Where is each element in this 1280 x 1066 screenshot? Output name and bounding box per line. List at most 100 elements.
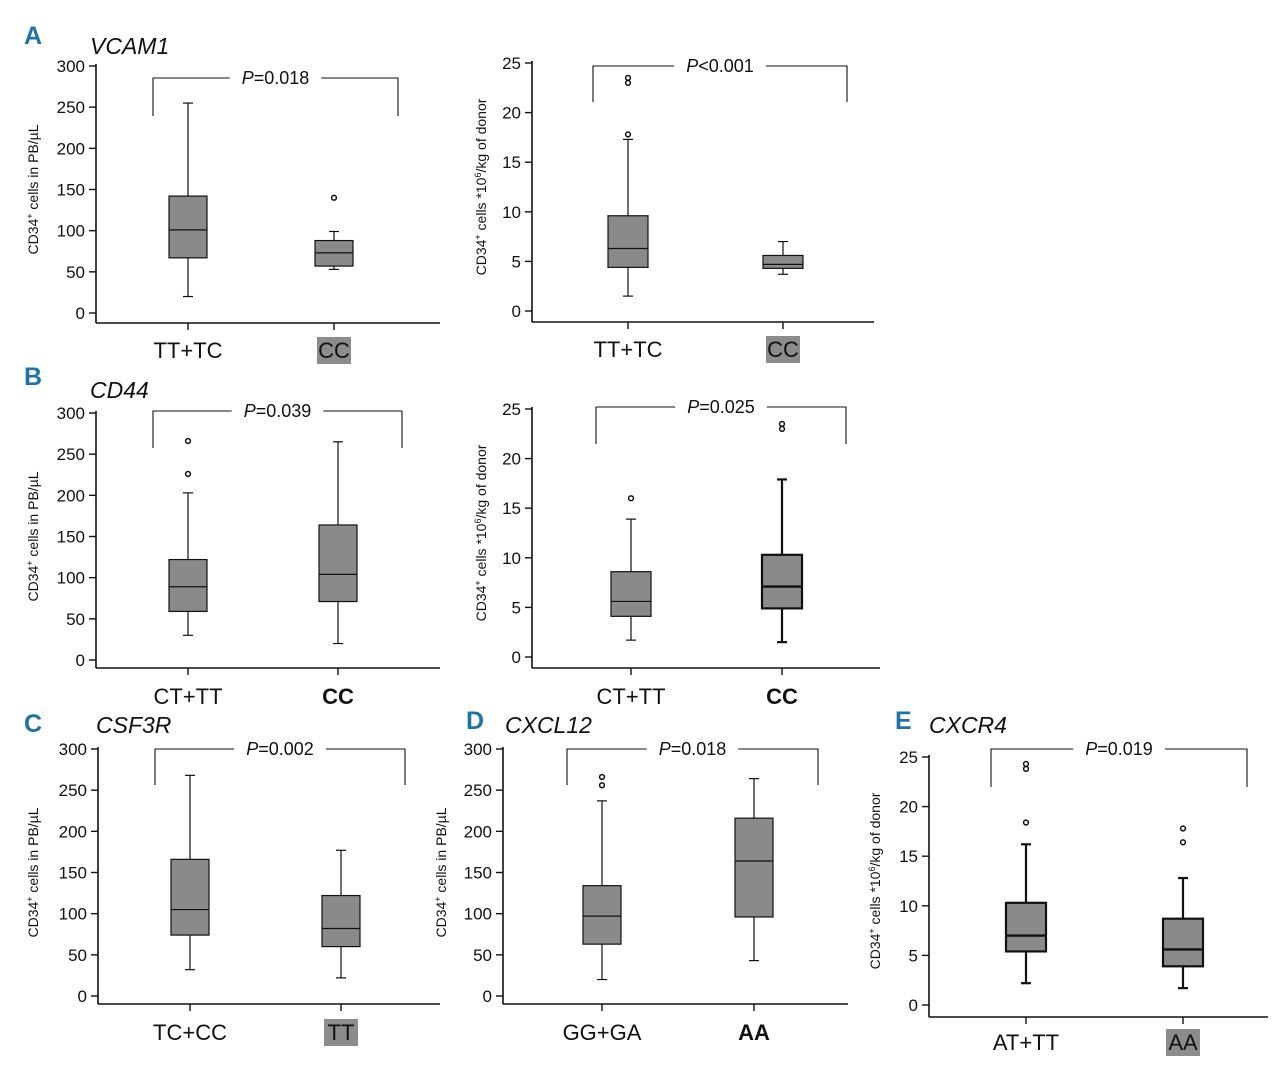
chart-panel-e: E CXCR4 0 5 10 15 20 25 CD34+ cells *106/kg of d… (867, 707, 1268, 1056)
significance-bracket: P=0.018 (566, 739, 819, 785)
y-tick-label: 10 (502, 203, 521, 222)
chart-panel-d: D CXCL12 0 50 100 150 200 250 300 CD34+ cells in … (433, 707, 848, 1045)
y-tick-label: 20 (502, 104, 521, 123)
chart-panel-b1: B CD44 0 50 100 150 200 250 300 CD34+ cells in PB… (24, 363, 440, 709)
gene-label: VCAM1 (90, 33, 169, 59)
category-label: CT+TT (596, 684, 665, 709)
p-value-label: P<0.001 (686, 56, 754, 76)
y-tick-label: 20 (502, 450, 521, 469)
outlier-point (627, 495, 635, 502)
bracket-left (990, 748, 1074, 787)
gene-label: CXCL12 (505, 712, 592, 738)
outlier-point (184, 437, 192, 445)
y-tick-label: 300 (57, 404, 85, 423)
outlier-point (1179, 839, 1187, 846)
box-2: TT (321, 849, 361, 1046)
category-label: CC (318, 338, 350, 363)
box-iqr (734, 817, 774, 918)
category-label: AA (738, 1020, 770, 1045)
y-tick-label: 150 (464, 864, 492, 883)
y-tick-label: 25 (899, 748, 918, 767)
significance-bracket: P=0.002 (154, 739, 406, 785)
y-axis-label: CD34+ cells in PB/µL (25, 124, 41, 254)
bracket-left (152, 410, 232, 448)
category-label: TT+TC (593, 337, 662, 362)
y-axis-label: CD34+ cells *106/kg of donor (867, 792, 883, 969)
category-label: TT+TC (153, 338, 222, 363)
y-tick-label: 10 (502, 549, 521, 568)
outlier-point (778, 425, 786, 432)
category-label: CC (767, 337, 799, 362)
y-tick-label: 100 (57, 569, 85, 588)
box-2: CC (760, 420, 804, 709)
y-tick-label: 200 (57, 486, 85, 505)
box-iqr (610, 571, 652, 617)
significance-bracket: P<0.001 (592, 56, 848, 102)
y-tick-label: 50 (473, 946, 492, 965)
y-tick-label: 10 (899, 897, 918, 916)
y-tick-label: 15 (502, 153, 521, 172)
panel-letter: B (24, 363, 42, 391)
chart-panel-b2: 0 5 10 15 20 25 CD34+ cells *106/kg of donor CT… (473, 397, 880, 709)
y-tick-label: 250 (57, 445, 85, 464)
bracket-left (592, 65, 675, 102)
bracket-left (566, 748, 647, 785)
box-1: AT+TT (993, 760, 1059, 1055)
bracket-left (152, 77, 230, 116)
y-tick-label: 250 (57, 98, 85, 117)
y-tick-label: 100 (59, 905, 87, 924)
box-iqr (762, 254, 804, 269)
panel-letter: C (24, 710, 42, 738)
outlier-point (1179, 825, 1187, 832)
y-tick-label: 300 (59, 740, 87, 759)
chart-panel-a2: 0 5 10 15 20 25 CD34+ cells *106/kg of donor TT… (473, 54, 874, 363)
y-tick-label: 25 (502, 400, 521, 419)
box-iqr (760, 553, 804, 610)
y-tick-label: 0 (909, 996, 918, 1015)
bracket-right (738, 748, 819, 785)
significance-bracket: P=0.019 (990, 739, 1248, 787)
bracket-left (595, 406, 676, 444)
y-tick-label: 100 (464, 905, 492, 924)
category-label: CC (766, 684, 798, 709)
bracket-right (765, 65, 848, 102)
y-tick-label: 0 (78, 987, 87, 1006)
significance-bracket: P=0.025 (595, 397, 847, 444)
p-value-label: P=0.039 (244, 401, 312, 421)
category-highlight (317, 337, 351, 364)
y-tick-label: 100 (57, 222, 85, 241)
box-iqr (170, 858, 210, 936)
y-axis-label: CD34+ cells *106/kg of donor (473, 98, 489, 275)
category-label: GG+GA (563, 1020, 642, 1045)
box-1: GG+GA (563, 773, 642, 1045)
y-tick-label: 150 (57, 181, 85, 200)
y-tick-label: 0 (512, 648, 521, 667)
significance-bracket: P=0.039 (152, 401, 403, 448)
gene-label: CD44 (90, 377, 149, 403)
outlier-point (1022, 819, 1030, 826)
chart-panel-a1: A VCAM1 0 50 100 150 200 250 300 CD34+ cells in P… (24, 22, 440, 364)
y-tick-label: 200 (59, 822, 87, 841)
box-iqr (318, 524, 358, 603)
box-iqr (168, 195, 208, 259)
box-2: CC (314, 194, 354, 364)
y-tick-label: 5 (512, 598, 521, 617)
outlier-point (1022, 765, 1030, 773)
category-label: TC+CC (153, 1020, 227, 1045)
significance-bracket: P=0.018 (152, 68, 399, 116)
gene-label: CXCR4 (929, 712, 1007, 738)
category-highlight (1166, 1029, 1200, 1056)
category-highlight (324, 1019, 358, 1046)
bracket-right (766, 406, 847, 444)
box-2: CC (762, 240, 804, 363)
y-tick-label: 250 (464, 781, 492, 800)
outlier-point (598, 782, 606, 789)
y-tick-label: 50 (66, 610, 85, 629)
box-1: CT+TT (596, 495, 666, 709)
y-tick-label: 5 (909, 946, 918, 965)
panel-letter: D (466, 707, 484, 735)
y-tick-label: 25 (502, 54, 521, 73)
panel-letter: E (895, 707, 912, 735)
bracket-right (321, 77, 399, 116)
category-label: AT+TT (993, 1030, 1059, 1055)
